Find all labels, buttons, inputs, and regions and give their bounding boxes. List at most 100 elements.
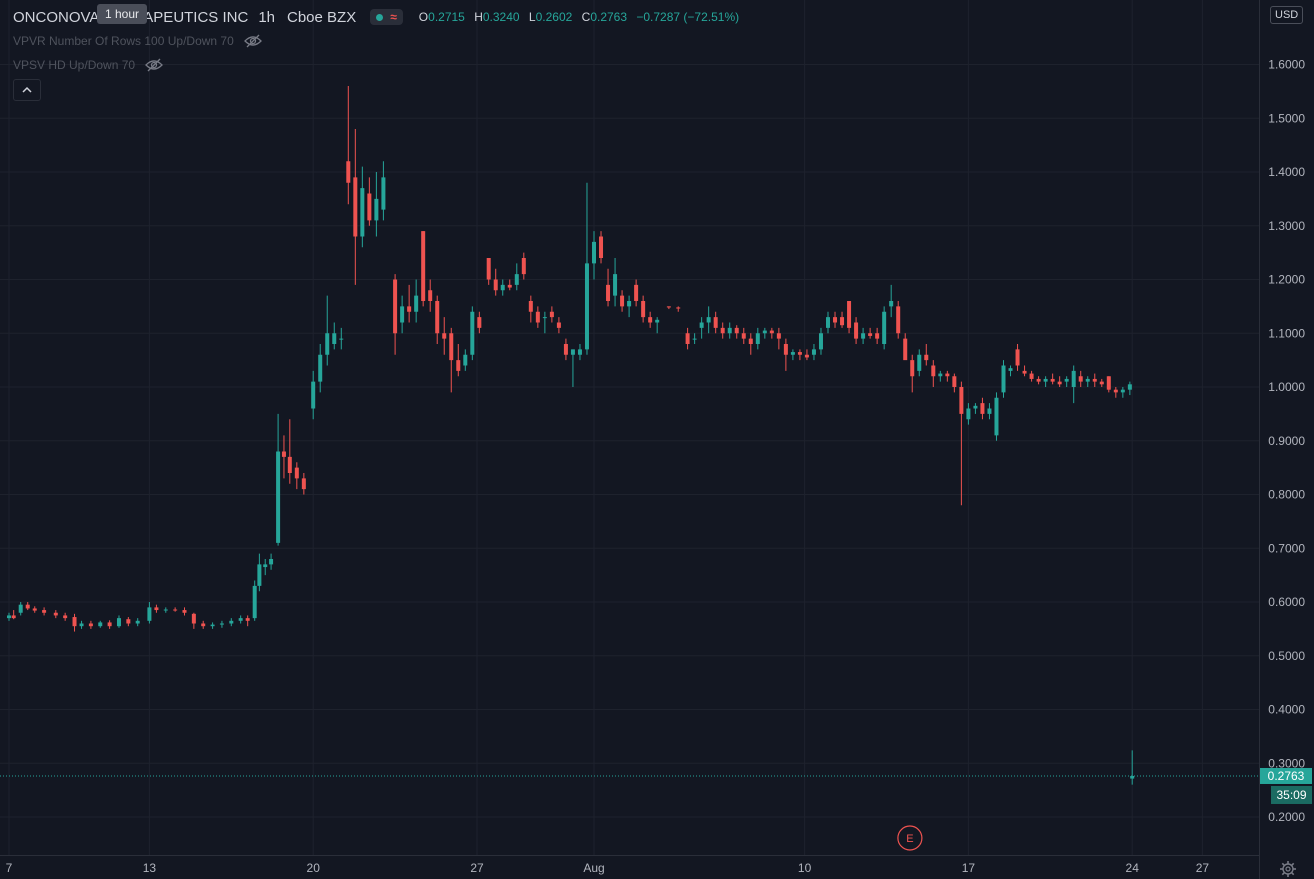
candle-body xyxy=(287,456,292,473)
candle-body xyxy=(818,333,823,350)
candle-body xyxy=(1099,381,1104,385)
candle-body xyxy=(339,338,344,340)
candle-body xyxy=(528,301,533,312)
candle-body xyxy=(734,327,739,334)
market-status[interactable]: ≈ xyxy=(370,9,403,25)
candle-body xyxy=(1001,365,1006,393)
y-tick-label: 1.1000 xyxy=(1268,326,1305,340)
y-tick-label: 1.3000 xyxy=(1268,219,1305,233)
candle-body xyxy=(252,585,257,619)
earnings-marker xyxy=(897,825,923,851)
candle-body xyxy=(514,274,519,285)
candle-body xyxy=(98,622,103,627)
candle-body xyxy=(325,333,330,355)
candle-body xyxy=(318,354,323,382)
y-tick-label: 1.6000 xyxy=(1268,58,1305,72)
candle-body xyxy=(790,352,795,355)
candle-body xyxy=(875,333,880,339)
y-tick-label: 1.0000 xyxy=(1268,380,1305,394)
y-tick-label: 0.5000 xyxy=(1268,649,1305,663)
candle-body xyxy=(332,333,337,344)
y-tick-label: 0.7000 xyxy=(1268,541,1305,555)
candle-body xyxy=(542,317,547,319)
open-value: 0.2715 xyxy=(428,10,465,24)
candle-body xyxy=(1113,389,1118,393)
candle-body xyxy=(393,279,398,334)
candle-body xyxy=(428,290,433,301)
x-tick-label: 7 xyxy=(6,861,13,875)
candle-body xyxy=(79,623,84,627)
candle-body xyxy=(811,349,816,355)
candle-body xyxy=(470,311,475,355)
y-tick-label: 0.2000 xyxy=(1268,810,1305,824)
candle-body xyxy=(868,333,873,336)
candle-body xyxy=(346,161,351,183)
candle-body xyxy=(63,615,68,619)
indicator-vpsv[interactable]: VPSV HD Up/Down 70 xyxy=(13,58,163,72)
candle-body xyxy=(676,307,681,309)
candle-body xyxy=(442,333,447,339)
candle-body xyxy=(556,322,561,328)
candle-body xyxy=(1036,378,1041,382)
candle-body xyxy=(88,623,93,627)
countdown-label: 35:09 xyxy=(1276,788,1306,802)
candle-body xyxy=(896,306,901,334)
currency-button[interactable]: USD xyxy=(1270,6,1304,24)
candle-body xyxy=(521,258,526,275)
candle-body xyxy=(147,607,152,621)
candle-body xyxy=(1022,370,1027,374)
candle-body xyxy=(449,333,454,361)
candle-body xyxy=(173,609,178,611)
candle-body xyxy=(903,338,908,361)
candle-body xyxy=(163,609,168,611)
candle-body xyxy=(924,354,929,361)
countdown-tag xyxy=(1271,785,1312,804)
candle-body xyxy=(613,274,618,296)
candle-body xyxy=(311,381,316,409)
candle-body xyxy=(400,306,405,323)
candle-body xyxy=(1092,378,1097,382)
candle-body xyxy=(1015,349,1020,366)
eye-off-icon[interactable] xyxy=(145,58,163,72)
candle-body xyxy=(713,317,718,328)
y-tick-label: 0.6000 xyxy=(1268,595,1305,609)
candle-body xyxy=(107,622,112,627)
candle-body xyxy=(1008,368,1013,371)
candle-body xyxy=(1071,370,1076,387)
candle-body xyxy=(477,317,482,328)
candle-body xyxy=(648,317,653,323)
candle-body xyxy=(945,373,950,377)
candle-body xyxy=(7,615,11,619)
candle-body xyxy=(116,618,121,627)
indicator-label: VPSV HD Up/Down 70 xyxy=(13,58,136,72)
collapse-legend-button[interactable] xyxy=(13,79,41,101)
x-tick-label: 24 xyxy=(1126,861,1140,875)
candle-body xyxy=(507,284,512,288)
candle-body xyxy=(281,451,286,457)
candle-body xyxy=(414,295,419,312)
candle-body xyxy=(1043,378,1048,382)
candle-body xyxy=(367,193,372,221)
candle-body xyxy=(182,610,187,613)
candle-body xyxy=(191,613,196,624)
eye-off-icon[interactable] xyxy=(243,34,262,48)
candle-body xyxy=(1106,376,1111,390)
x-tick-label: 17 xyxy=(962,861,976,875)
interval-tooltip: 1 hour xyxy=(97,4,148,24)
candle-body xyxy=(276,451,281,543)
candle-body xyxy=(549,311,554,318)
interval-label[interactable]: 1h xyxy=(258,8,275,26)
gear-icon[interactable] xyxy=(1279,860,1297,878)
candle-body xyxy=(486,258,491,280)
candle-body xyxy=(42,610,47,613)
candle-body xyxy=(833,317,838,323)
candle-body xyxy=(655,319,660,323)
candle-body xyxy=(741,333,746,339)
candle-body xyxy=(706,317,711,323)
candle-body xyxy=(987,408,992,414)
x-tick-label: 10 xyxy=(798,861,812,875)
y-tick-label: 0.8000 xyxy=(1268,488,1305,502)
indicator-vpvr[interactable]: VPVR Number Of Rows 100 Up/Down 70 xyxy=(13,34,262,48)
candle-body xyxy=(493,279,498,291)
